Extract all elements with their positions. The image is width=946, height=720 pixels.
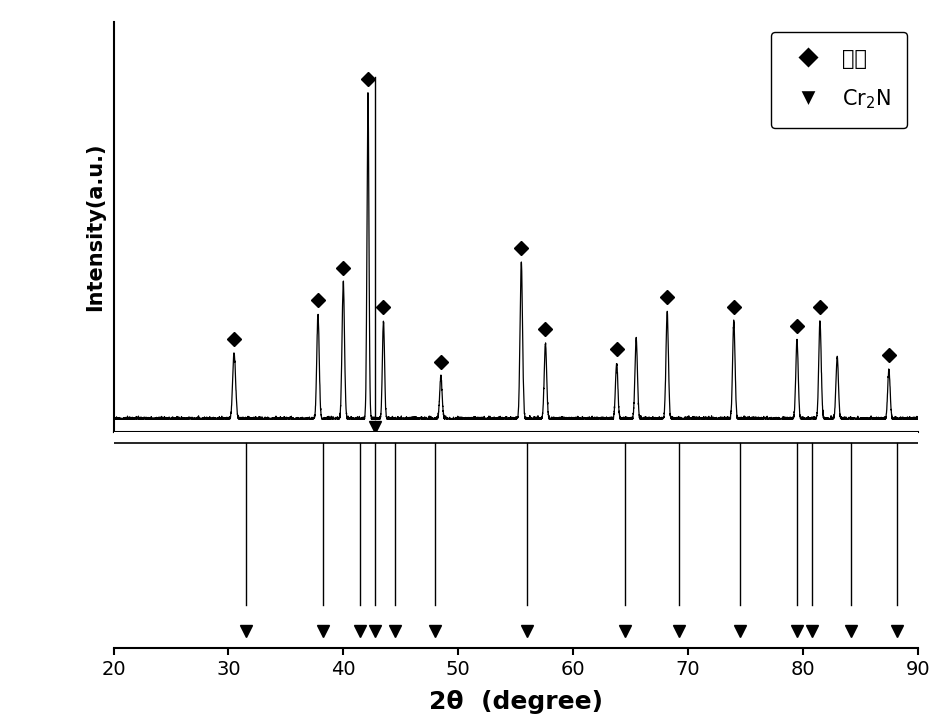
X-axis label: 2θ  (degree): 2θ (degree) xyxy=(429,690,603,714)
Y-axis label: Intensity(a.u.): Intensity(a.u.) xyxy=(85,143,105,311)
Legend: 涂层, Cr$_2$N: 涂层, Cr$_2$N xyxy=(771,32,907,127)
